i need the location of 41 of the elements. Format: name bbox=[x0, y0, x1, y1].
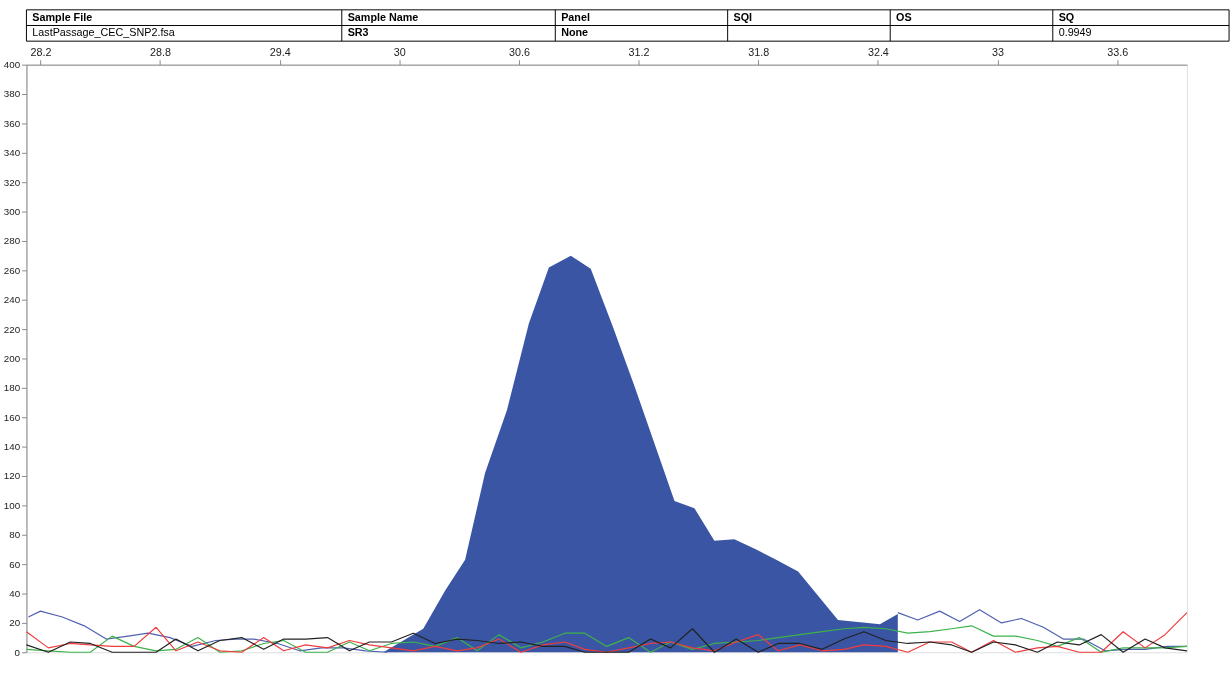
x-tick-label: 31.8 bbox=[748, 46, 770, 59]
text: Sample Name bbox=[347, 10, 419, 23]
text: SQI bbox=[733, 10, 753, 23]
x-tick-label: 28.8 bbox=[150, 46, 172, 59]
text: Sample File bbox=[32, 10, 93, 23]
y-tick-label: 120 bbox=[3, 470, 21, 482]
text: SR3 bbox=[347, 26, 369, 39]
y-tick-label: 40 bbox=[9, 587, 21, 599]
y-tick-label: 140 bbox=[3, 441, 21, 453]
text: SQ bbox=[1058, 10, 1075, 23]
x-tick-label: 30 bbox=[393, 46, 406, 59]
y-tick-label: 60 bbox=[9, 558, 21, 570]
y-tick-label: 320 bbox=[3, 176, 21, 188]
y-tick-label: 180 bbox=[3, 382, 21, 394]
y-tick-label: 240 bbox=[3, 294, 21, 306]
y-tick-label: 340 bbox=[3, 147, 21, 159]
y-tick-label: 160 bbox=[3, 411, 21, 423]
y-tick-label: 100 bbox=[3, 499, 21, 511]
x-tick-label: 32.4 bbox=[867, 46, 889, 59]
y-tick-label: 0 bbox=[14, 646, 21, 658]
y-tick-label: 200 bbox=[3, 352, 21, 364]
y-tick-label: 220 bbox=[3, 323, 21, 335]
y-tick-label: 300 bbox=[3, 206, 21, 217]
text: None bbox=[561, 26, 589, 39]
x-tick-label: 33.6 bbox=[1107, 46, 1129, 59]
y-tick-label: 400 bbox=[3, 59, 21, 71]
y-tick-label: 280 bbox=[3, 235, 21, 247]
x-tick-label: 29.4 bbox=[269, 46, 291, 59]
text: OS bbox=[896, 10, 912, 23]
y-tick-label: 360 bbox=[3, 117, 21, 129]
text: Panel bbox=[561, 10, 590, 23]
text: 0.9949 bbox=[1058, 26, 1092, 39]
x-tick-label: 28.2 bbox=[30, 46, 52, 59]
y-tick-label: 380 bbox=[3, 88, 21, 100]
y-tick-label: 20 bbox=[9, 617, 21, 629]
x-tick-label: 30.6 bbox=[508, 46, 530, 59]
text: LastPassage_CEC_SNP2.fsa bbox=[32, 26, 175, 39]
y-tick-label: 80 bbox=[9, 529, 21, 541]
x-tick-label: 31.2 bbox=[628, 46, 650, 59]
y-tick-label: 260 bbox=[3, 264, 21, 276]
x-tick-label: 33 bbox=[992, 46, 1005, 59]
